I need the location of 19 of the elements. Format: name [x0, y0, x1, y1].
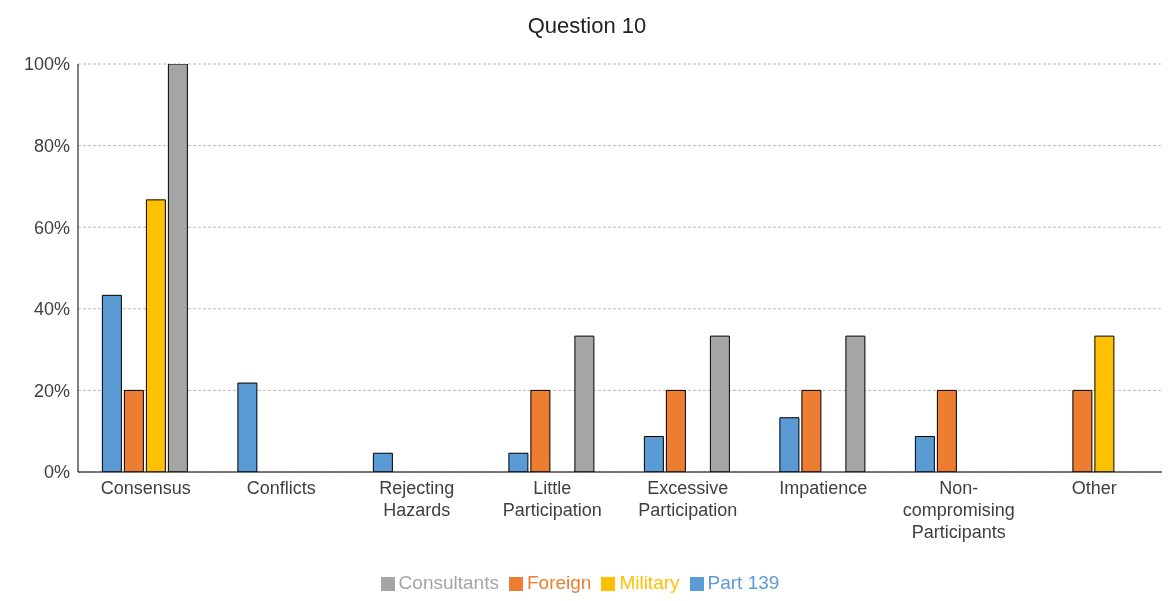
x-tick-label: Non-compromising Participants	[902, 478, 1015, 542]
x-tick-label: Impatience	[779, 478, 868, 498]
y-tick-label: 100%	[23, 54, 70, 75]
x-tick-label: Excessive Participation	[638, 478, 738, 520]
y-tick-label: 60%	[33, 217, 70, 238]
y-tick-label: 40%	[33, 299, 70, 320]
y-tick-label: 80%	[33, 135, 70, 156]
chart-title: Question 10	[526, 12, 648, 40]
x-tick-label: Other	[1071, 478, 1117, 498]
legend-label: Foreign	[526, 572, 592, 593]
x-tick-label: Rejecting Hazards	[379, 478, 455, 520]
x-tick-label: Conflicts	[246, 478, 316, 498]
y-tick-label: 20%	[33, 380, 70, 401]
legend-label: Military	[619, 572, 680, 593]
x-tick-label: Little Participation	[502, 478, 602, 520]
y-tick-label: 0%	[43, 462, 70, 483]
legend-label: Part 139	[707, 572, 780, 593]
legend-label: Consultants	[398, 572, 499, 593]
x-tick-label: Consensus	[100, 478, 191, 498]
